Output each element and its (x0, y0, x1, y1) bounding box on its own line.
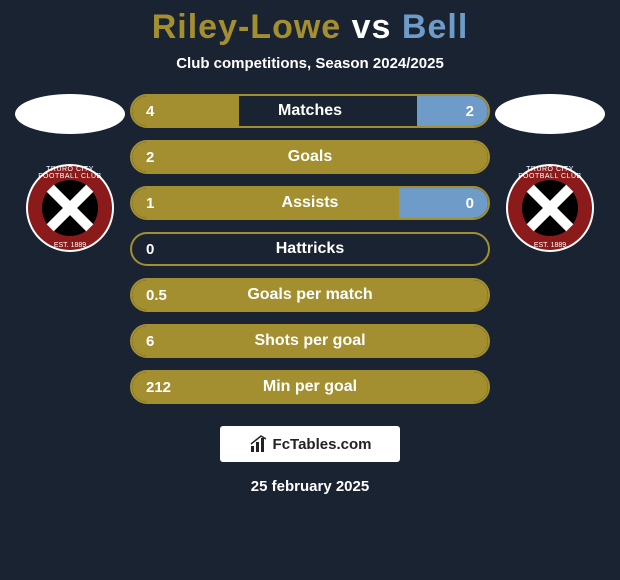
stat-bar: 0.5Goals per match (130, 278, 490, 312)
stat-label: Matches (132, 102, 488, 120)
brand-logo: FcTables.com (220, 426, 400, 462)
stat-bar: 6Shots per goal (130, 324, 490, 358)
stat-label: Shots per goal (132, 332, 488, 350)
stat-label: Min per goal (132, 378, 488, 396)
stat-value-right: 2 (466, 103, 474, 120)
stat-bar: 0Hattricks (130, 232, 490, 266)
stat-label: Assists (132, 194, 488, 212)
stat-label: Hattricks (132, 240, 488, 258)
subtitle: Club competitions, Season 2024/2025 (176, 55, 444, 72)
title-player-left: Riley-Lowe (152, 8, 341, 46)
footer-date: 25 february 2025 (251, 478, 369, 495)
comparison-card: Riley-Lowe vs Bell Club competitions, Se… (0, 0, 620, 580)
stat-bar: 1Assists0 (130, 186, 490, 220)
club-badge-left: TRURO CITY FOOTBALL CLUB EST. 1889 (26, 164, 114, 252)
badge-text-top: TRURO CITY FOOTBALL CLUB (506, 166, 594, 180)
title-vs: vs (341, 8, 402, 46)
title-player-right: Bell (402, 8, 468, 46)
badge-text-top: TRURO CITY FOOTBALL CLUB (26, 166, 114, 180)
right-column: TRURO CITY FOOTBALL CLUB EST. 1889 (490, 94, 610, 252)
stat-label: Goals per match (132, 286, 488, 304)
brand-text: FcTables.com (273, 436, 372, 453)
badge-text-bot: EST. 1889 (26, 242, 114, 249)
badge-text-bot: EST. 1889 (506, 242, 594, 249)
stat-bar: 4Matches2 (130, 94, 490, 128)
main-row: TRURO CITY FOOTBALL CLUB EST. 1889 4Matc… (0, 94, 620, 404)
stats-bars: 4Matches22Goals1Assists00Hattricks0.5Goa… (130, 94, 490, 404)
stat-bar: 212Min per goal (130, 370, 490, 404)
player-silhouette-right (495, 94, 605, 134)
stat-bar: 2Goals (130, 140, 490, 174)
stat-label: Goals (132, 148, 488, 166)
player-silhouette-left (15, 94, 125, 134)
stat-value-right: 0 (466, 195, 474, 212)
chart-icon (249, 434, 269, 454)
page-title: Riley-Lowe vs Bell (152, 8, 469, 47)
club-badge-right: TRURO CITY FOOTBALL CLUB EST. 1889 (506, 164, 594, 252)
left-column: TRURO CITY FOOTBALL CLUB EST. 1889 (10, 94, 130, 252)
